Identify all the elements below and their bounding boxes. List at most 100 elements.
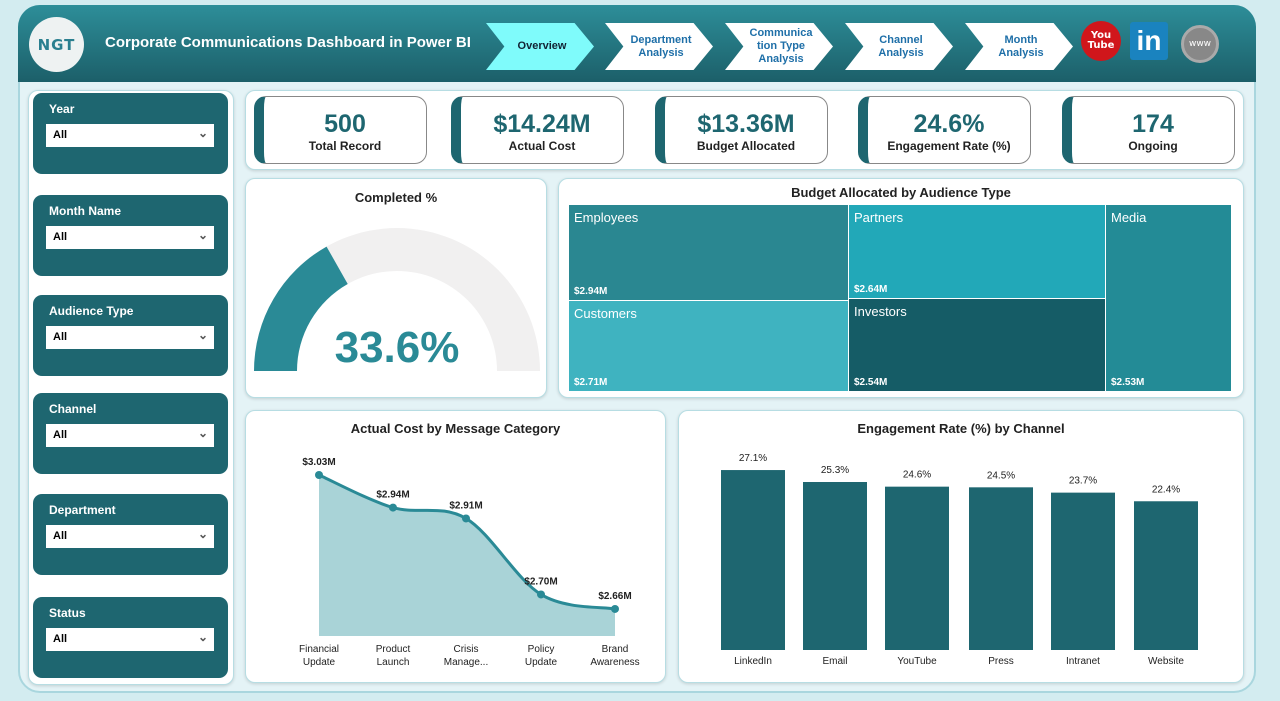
- tile-value: $2.53M: [1111, 377, 1145, 388]
- treemap-tile-partners[interactable]: Partners $2.64M: [849, 205, 1105, 298]
- slicer-label: Month Name: [49, 204, 121, 218]
- ngt-logo: NGT: [29, 17, 84, 72]
- kpi-card: $14.24M Actual Cost: [451, 96, 624, 164]
- treemap-tile-employees[interactable]: Employees $2.94M: [569, 205, 848, 300]
- bar-label: 24.6%: [903, 470, 931, 481]
- bar-label: 22.4%: [1152, 484, 1180, 495]
- dropdown-value: All: [53, 331, 68, 343]
- department-dropdown[interactable]: All ⌄: [46, 525, 214, 548]
- data-label: $2.91M: [449, 500, 482, 511]
- bar[interactable]: [803, 482, 867, 650]
- audience-type-dropdown[interactable]: All ⌄: [46, 326, 214, 349]
- month-name-dropdown[interactable]: All ⌄: [46, 226, 214, 249]
- bar-label: 24.5%: [987, 470, 1015, 481]
- kpi-value: $14.24M: [493, 110, 591, 138]
- kpi-label: Actual Cost: [508, 139, 576, 153]
- slicer-label: Department: [49, 503, 116, 517]
- data-point[interactable]: [315, 471, 323, 479]
- treemap-tile-customers[interactable]: Customers $2.71M: [569, 301, 848, 391]
- x-tick-label: Financial Update: [299, 644, 339, 668]
- chevron-down-icon: ⌄: [197, 527, 208, 541]
- slicer-audience-type: Audience Type All ⌄: [33, 295, 228, 376]
- kpi-label: Ongoing: [1128, 139, 1178, 153]
- data-point[interactable]: [389, 503, 397, 512]
- dropdown-value: All: [53, 429, 68, 441]
- data-label: $2.66M: [598, 591, 631, 602]
- website-icon[interactable]: www: [1181, 25, 1219, 63]
- treemap-card: Budget Allocated by Audience Type Employ…: [558, 178, 1244, 398]
- slicer-channel: Channel All ⌄: [33, 393, 228, 474]
- treemap-tile-investors[interactable]: Investors $2.54M: [849, 299, 1105, 391]
- x-tick-label: Product Launch: [376, 644, 411, 668]
- bar-label: 27.1%: [739, 453, 767, 464]
- slicer-month-name: Month Name All ⌄: [33, 195, 228, 276]
- kpi-value: 500: [324, 110, 366, 138]
- tile-value: $2.54M: [854, 377, 888, 388]
- x-tick-label: Brand Awareness: [590, 644, 639, 668]
- tile-label: Investors: [854, 304, 907, 319]
- chart-title: Actual Cost by Message Category: [350, 421, 561, 436]
- linkedin-icon[interactable]: in: [1130, 22, 1168, 60]
- kpi-card: 500 Total Record: [254, 96, 427, 164]
- x-tick-label: LinkedIn: [734, 656, 772, 667]
- chart-title: Budget Allocated by Audience Type: [791, 185, 1011, 200]
- gauge-chart: 33.6%: [254, 228, 540, 372]
- data-point[interactable]: [537, 590, 545, 599]
- data-label: $2.70M: [524, 576, 557, 587]
- tile-value: $2.71M: [574, 377, 608, 388]
- bar[interactable]: [969, 487, 1033, 650]
- engagement-card: Engagement Rate (%) by Channel 27.1% Link…: [678, 410, 1244, 683]
- chevron-down-icon: ⌄: [197, 228, 208, 242]
- dropdown-value: All: [53, 231, 68, 243]
- bar[interactable]: [1134, 501, 1198, 650]
- slicer-label: Year: [49, 102, 75, 116]
- x-tick-label: YouTube: [897, 656, 937, 667]
- bar[interactable]: [885, 486, 949, 650]
- tile-label: Media: [1111, 210, 1147, 225]
- kpi-value: 174: [1132, 110, 1174, 138]
- kpi-label: Budget Allocated: [696, 139, 796, 153]
- status-dropdown[interactable]: All ⌄: [46, 628, 214, 651]
- x-tick-label: Press: [988, 656, 1014, 667]
- x-tick-label: Policy Update: [525, 644, 558, 668]
- chevron-down-icon: ⌄: [197, 630, 208, 644]
- slicer-label: Audience Type: [49, 304, 134, 318]
- kpi-card: 24.6% Engagement Rate (%): [858, 96, 1031, 164]
- completed-gauge-card: Completed % 33.6%: [245, 178, 547, 398]
- youtube-icon[interactable]: You Tube: [1081, 21, 1121, 61]
- x-tick-label: Intranet: [1066, 656, 1100, 667]
- gauge-fill: [254, 246, 348, 371]
- tile-label: Employees: [574, 210, 639, 225]
- area-chart: $3.03M Financial Update $2.94M Product Launch…: [299, 457, 640, 668]
- chevron-down-icon: ⌄: [197, 426, 208, 440]
- kpi-value: $13.36M: [697, 110, 795, 138]
- slicer-department: Department All ⌄: [33, 494, 228, 575]
- tile-value: $2.94M: [574, 286, 608, 297]
- dropdown-value: All: [53, 129, 68, 141]
- bar-chart: 27.1% LinkedIn 25.3% Email 24.6% YouTube 24.5%…: [721, 453, 1198, 667]
- x-tick-label: Email: [822, 656, 847, 667]
- bar-label: 23.7%: [1069, 476, 1097, 487]
- year-dropdown[interactable]: All ⌄: [46, 124, 214, 147]
- bar[interactable]: [1051, 492, 1115, 650]
- chevron-down-icon: ⌄: [197, 126, 208, 140]
- chart-title: Engagement Rate (%) by Channel: [857, 421, 1065, 436]
- bar[interactable]: [721, 470, 785, 650]
- data-point[interactable]: [462, 514, 470, 523]
- page-title: Corporate Communications Dashboard in Po…: [105, 34, 471, 51]
- data-point[interactable]: [611, 604, 619, 613]
- treemap-tile-media[interactable]: Media $2.53M: [1106, 205, 1231, 391]
- x-tick-label: Crisis Manage...: [444, 644, 488, 668]
- actual-cost-card: Actual Cost by Message Category $3.03M Fi…: [245, 410, 666, 683]
- slicer-year: Year All ⌄: [33, 93, 228, 174]
- dropdown-value: All: [53, 633, 68, 645]
- channel-dropdown[interactable]: All ⌄: [46, 424, 214, 447]
- chart-title: Completed %: [354, 190, 438, 205]
- slicer-label: Status: [49, 606, 86, 620]
- x-tick-label: Website: [1148, 656, 1184, 667]
- bar-label: 25.3%: [821, 465, 849, 476]
- tile-value: $2.64M: [854, 284, 888, 295]
- filter-panel: [28, 90, 234, 685]
- kpi-label: Total Record: [308, 139, 382, 153]
- kpi-label: Engagement Rate (%): [887, 139, 1011, 153]
